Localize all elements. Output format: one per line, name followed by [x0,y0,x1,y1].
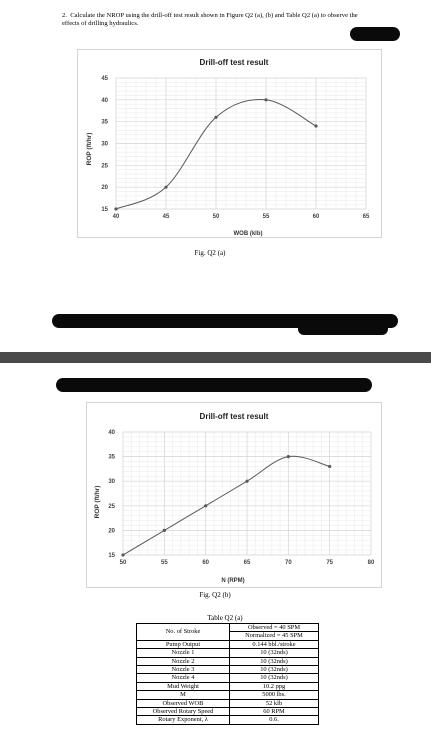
chart-b-data-point [121,553,125,557]
chart-b-y-tick-label: 35 [108,455,115,461]
redaction-mark-top-right [350,27,400,41]
chart-a-data-point [114,207,118,211]
table-cell-value: 52 klb [229,698,319,709]
redaction-mark-lower [298,323,388,335]
table-cell-label: Nozzle 2 [136,656,230,667]
table-cell-value: 10 (32nds) [229,665,319,675]
chart-a-title: Drill-off test result [200,58,269,67]
chart-b-x-tick-label: 70 [285,560,292,566]
chart-b-ylabel: ROP (ft/hr) [94,486,101,519]
table-cell-value: 0.6. [229,715,319,725]
stroke-normalized-cell: Normalized = 45 SPM [229,631,319,641]
table-cell-label: Pump Output [136,639,230,650]
chart-b-x-tick-label: 65 [244,560,251,566]
chart-a-y-tick-label: 40 [101,98,108,104]
table-cell-value: 10 (32nds) [229,656,319,667]
chart-b-x-tick-label: 75 [326,560,333,566]
parameters-table: No. of Stroke Observed = 40 SPM Normaliz… [136,622,319,725]
redaction-mark-lower-panel [56,378,372,392]
table-cell-value: 60 RPM [229,707,319,717]
chart-a-x-tick-label: 60 [313,214,320,220]
chart-b-xlabel: N (RPM) [221,578,244,584]
table-cell-label: Rotary Exponent, λ [136,715,230,725]
chart-b-x-tick-label: 55 [161,560,168,566]
chart-a-data-point [164,185,168,189]
chart-b-svg: Drill-off test result ROP (ft/hr) N (RPM… [94,412,375,584]
table-row: Mud Weight 10.2 ppg [136,681,319,692]
table-cell-label: Mud Weight [136,681,230,692]
chart-a-data-point [264,98,268,102]
chart-a-x-tick-label: 45 [163,214,170,220]
table-row: Rotary Exponent, λ 0.6. [136,715,319,725]
table-cell-value: 10 (32nds) [229,673,319,683]
chart-a-frame: Drill-off test result ROP (ft/hr) WOB (k… [77,49,382,238]
chart-a-x-tick-label: 65 [363,214,370,220]
stroke-label-cell: No. of Stroke [136,623,230,641]
chart-b-x-tick-label: 50 [120,560,127,566]
table-row: Observed Rotary Speed 60 RPM [136,707,319,717]
chart-b-y-tick-label: 15 [108,553,115,559]
question-body: Calculate the NROP using the drill-off t… [62,12,358,27]
chart-a-y-tick-label: 30 [101,142,108,148]
table-row: Nozzle 2 10 (32nds) [136,656,319,667]
chart-b-data-point [286,455,290,459]
chart-b-title: Drill-off test result [200,412,269,421]
chart-a-svg: Drill-off test result ROP (ft/hr) WOB (k… [86,58,370,237]
separator-bar [0,352,431,363]
chart-b-frame: Drill-off test result ROP (ft/hr) N (RPM… [86,402,382,588]
chart-a-ylabel: ROP (ft/hr) [86,133,93,166]
table-cell-value: 5000 lbs. [229,690,319,700]
chart-b-y-tick-label: 30 [108,479,115,485]
table-row: Normalized = 45 SPM [137,631,319,641]
chart-a-grid [115,77,367,210]
table-cell-label: Observed Rotary Speed [136,707,230,717]
chart-b-data-point [204,504,208,508]
chart-a-x-tick-label: 40 [113,214,120,220]
chart-a-x-tick-label: 55 [263,214,270,220]
chart-a-data-point [214,115,218,119]
chart-b-grid [122,431,372,556]
question-number: 2. [62,12,67,19]
figure-a-caption: Fig. Q2 (a) [194,249,226,257]
table-row: No. of Stroke Observed = 40 SPM [136,622,319,641]
table-row: Nozzle 4 10 (32nds) [136,673,319,683]
figure-b-caption: Fig. Q2 (b) [199,591,231,599]
chart-a-y-tick-label: 15 [101,207,108,213]
chart-a-x-tick-label: 50 [213,214,220,220]
chart-b-data-point [162,528,166,532]
chart-b-x-tick-label: 80 [368,560,375,566]
table-cell-value: 10 (32nds) [229,648,319,658]
chart-b-data-point [245,479,249,483]
table-cell-label: Observed WOB [136,698,230,709]
chart-b-y-tick-label: 25 [108,504,115,510]
question-text: 2. Calculate the NROP using the drill-of… [62,12,362,28]
table-row: Pump Output 0.144 bbl./stroke [136,639,319,650]
chart-a-y-tick-label: 35 [101,120,108,126]
table-cell-value: 10.2 ppg [229,681,319,692]
chart-a-y-tick-label: 20 [101,185,108,191]
table-cell-label: M [136,690,230,700]
chart-a-y-tick-label: 25 [101,163,108,169]
chart-a-y-tick-label: 45 [101,76,108,82]
chart-b-y-tick-label: 40 [108,430,115,436]
table-caption: Table Q2 (a) [207,614,243,622]
table-row: M 5000 lbs. [136,690,319,700]
chart-a-xlabel: WOB (klb) [234,231,263,237]
chart-b-data-point [328,464,332,469]
stroke-observed-cell: Observed = 40 SPM [229,622,319,633]
table-cell-label: Nozzle 1 [136,648,230,658]
table-cell-value: 0.144 bbl./stroke [229,639,319,650]
table-row: Nozzle 1 10 (32nds) [136,648,319,658]
chart-a-data-point [314,124,318,128]
table-row: Observed WOB 52 klb [136,698,319,709]
chart-b-x-tick-label: 60 [202,560,209,566]
table-row: Nozzle 3 10 (32nds) [136,665,319,675]
chart-b-y-tick-label: 20 [108,528,115,534]
table-cell-label: Nozzle 3 [136,665,230,675]
chart-b-series-line [122,455,330,556]
table-cell-label: Nozzle 4 [136,673,230,683]
